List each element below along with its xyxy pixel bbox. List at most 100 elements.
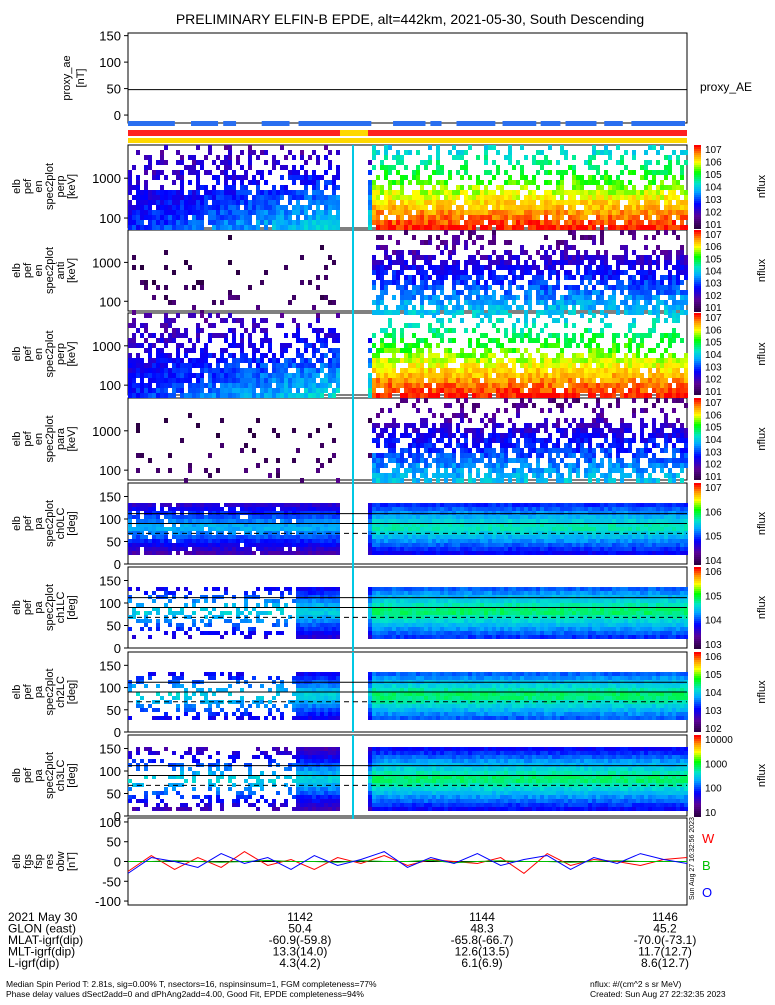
heatmap-cell bbox=[448, 310, 452, 315]
heatmap-cell bbox=[624, 353, 628, 358]
heatmap-cell bbox=[588, 195, 592, 200]
heatmap-cell bbox=[468, 473, 472, 478]
heatmap-cell bbox=[260, 378, 264, 383]
heatmap-cell bbox=[536, 338, 540, 343]
heatmap-cell bbox=[144, 285, 148, 290]
heatmap-cell bbox=[144, 185, 148, 190]
heatmap-cell bbox=[624, 255, 628, 260]
heatmap-cell bbox=[400, 348, 404, 353]
heatmap-cell bbox=[428, 195, 432, 200]
heatmap-cell bbox=[560, 408, 564, 413]
heatmap-cell bbox=[448, 150, 452, 155]
heatmap-cell bbox=[524, 313, 528, 318]
heatmap-cell bbox=[212, 551, 216, 555]
heatmap-cell bbox=[612, 270, 616, 275]
heatmap-cell bbox=[516, 453, 520, 458]
heatmap-cell bbox=[620, 388, 624, 393]
heatmap-cell bbox=[380, 463, 384, 468]
heatmap-cell bbox=[496, 383, 500, 388]
heatmap-cell bbox=[232, 295, 236, 300]
heatmap-cell bbox=[552, 383, 556, 388]
heatmap-cell bbox=[412, 205, 416, 210]
heatmap-cell bbox=[304, 160, 308, 165]
heatmap-cell bbox=[416, 428, 420, 433]
heatmap-cell bbox=[640, 373, 644, 378]
heatmap-cell bbox=[368, 363, 372, 368]
heatmap-cell bbox=[496, 215, 500, 220]
heatmap-cell bbox=[604, 180, 608, 185]
heatmap-cell bbox=[136, 185, 140, 190]
heatmap-cell bbox=[672, 433, 676, 438]
heatmap-cell bbox=[476, 388, 480, 393]
heatmap-cell bbox=[384, 305, 388, 310]
heatmap-cell bbox=[504, 205, 508, 210]
heatmap-cell bbox=[252, 225, 256, 230]
heatmap-cell bbox=[352, 418, 354, 423]
heatmap-cell bbox=[564, 220, 568, 225]
heatmap-cell bbox=[424, 205, 428, 210]
heatmap-cell bbox=[448, 175, 452, 180]
heatmap-cell bbox=[552, 250, 556, 255]
heatmap-cell bbox=[664, 300, 668, 305]
heatmap-cell bbox=[472, 443, 476, 448]
heatmap-cell bbox=[636, 373, 640, 378]
heatmap-cell bbox=[148, 195, 152, 200]
heatmap-cell bbox=[308, 220, 312, 225]
heatmap-cell bbox=[252, 210, 256, 215]
heatmap-cell bbox=[576, 443, 580, 448]
heatmap-cell bbox=[504, 180, 508, 185]
heatmap-cell bbox=[504, 155, 508, 160]
heatmap-cell bbox=[460, 290, 464, 295]
heatmap-cell bbox=[408, 443, 412, 448]
heatmap-cell bbox=[404, 473, 408, 478]
heatmap-cell bbox=[524, 348, 528, 353]
heatmap-cell bbox=[284, 210, 288, 215]
heatmap-cell bbox=[544, 423, 548, 428]
heatmap-cell bbox=[412, 200, 416, 205]
heatmap-cell bbox=[580, 353, 584, 358]
heatmap-cell bbox=[444, 225, 448, 230]
heatmap-cell bbox=[556, 333, 560, 338]
heatmap-cell bbox=[376, 393, 380, 398]
heatmap-cell bbox=[136, 503, 140, 507]
heatmap-cell bbox=[400, 373, 404, 378]
heatmap-cell bbox=[352, 473, 354, 478]
heatmap-cell bbox=[244, 468, 248, 473]
heatmap-cell bbox=[412, 383, 416, 388]
heatmap-cell bbox=[472, 313, 476, 318]
heatmap-cell bbox=[604, 265, 608, 270]
heatmap-cell bbox=[216, 503, 220, 507]
heatmap-cell bbox=[508, 438, 512, 443]
heatmap-cell bbox=[456, 275, 460, 280]
heatmap-cell bbox=[428, 363, 432, 368]
heatmap-cell bbox=[640, 383, 644, 388]
heatmap-cell bbox=[632, 363, 636, 368]
heatmap-cell bbox=[672, 378, 676, 383]
heatmap-cell bbox=[496, 170, 500, 175]
heatmap-cell bbox=[396, 255, 400, 260]
heatmap-cell bbox=[156, 368, 160, 373]
heatmap-cell bbox=[456, 463, 460, 468]
heatmap-cell bbox=[144, 393, 148, 398]
heatmap-cell bbox=[592, 205, 596, 210]
heatmap-cell bbox=[404, 165, 408, 170]
heatmap-cell bbox=[540, 295, 544, 300]
heatmap-cell bbox=[352, 318, 354, 323]
heatmap-cell bbox=[448, 373, 452, 378]
heatmap-cell bbox=[328, 180, 332, 185]
heatmap-cell bbox=[328, 358, 332, 363]
heatmap-cell bbox=[300, 358, 304, 363]
heatmap-cell bbox=[564, 398, 568, 403]
heatmap-cell bbox=[168, 515, 172, 519]
heatmap-cell bbox=[496, 463, 500, 468]
heatmap-cell bbox=[200, 210, 204, 215]
heatmap-cell bbox=[576, 175, 580, 180]
heatmap-cell bbox=[444, 190, 448, 195]
heatmap-cell bbox=[536, 313, 540, 318]
heatmap-cell bbox=[316, 160, 320, 165]
heatmap-cell bbox=[464, 443, 468, 448]
heatmap-cell bbox=[296, 348, 300, 353]
heatmap-cell bbox=[432, 448, 436, 453]
heatmap-cell bbox=[476, 443, 480, 448]
heatmap-cell bbox=[480, 265, 484, 270]
